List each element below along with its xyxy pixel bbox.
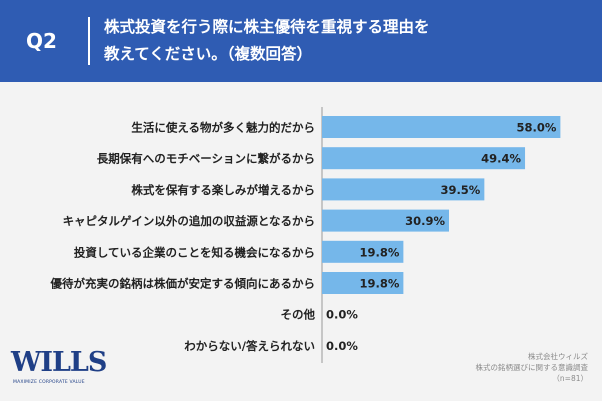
bar — [322, 178, 485, 201]
value-label: 49.4% — [481, 152, 521, 166]
value-label: 0.0% — [326, 308, 358, 322]
value-label: 30.9% — [405, 214, 445, 228]
bar-chart: 生活に使える物が多く魅力的だから 58.0% 長期保有へのモチベーションに繋がるから… — [50, 107, 561, 363]
header-divider — [88, 17, 90, 65]
category-label: キャピタルゲイン以外の追加の収益源となるから — [63, 214, 315, 228]
bar — [322, 147, 526, 170]
wills-logo: WILLS MAXIMIZE CORPORATE VALUE — [11, 347, 107, 389]
logo-text: WILLS — [11, 347, 107, 378]
header-banner: Q2 株式投資を行う際に株主優待を重視する理由を 教えてください。（複数回答） — [0, 0, 602, 82]
value-label: 19.8% — [359, 277, 399, 291]
source-company: 株式会社ウィルズ — [528, 352, 588, 361]
bar — [322, 116, 561, 138]
category-label: 株式を保有する楽しみが増えるから — [131, 183, 315, 197]
value-label: 0.0% — [326, 339, 358, 353]
category-label: 投資している企業のことを知る機会になるから — [74, 245, 315, 259]
source-note: 株式会社ウィルズ 株式の銘柄選びに関する意識調査 （n=81） — [388, 351, 589, 384]
value-label: 58.0% — [516, 121, 556, 135]
question-title-line-1: 株式投資を行う際に株主優待を重視する理由を — [104, 18, 430, 36]
category-label: 生活に使える物が多く魅力的だから — [131, 121, 315, 135]
question-title: 株式投資を行う際に株主優待を重視する理由を 教えてください。（複数回答） — [104, 14, 584, 68]
source-sample-size: （n=81） — [552, 374, 588, 383]
source-survey: 株式の銘柄選びに関する意識調査 — [475, 363, 589, 372]
logo-tagline: MAXIMIZE CORPORATE VALUE — [13, 380, 85, 385]
category-label: 長期保有へのモチベーションに繋がるから — [97, 152, 315, 166]
question-title-line-2: 教えてください。（複数回答） — [104, 45, 313, 63]
category-label: 優待が充実の銘柄は株価が安定する傾向にあるから — [50, 277, 316, 291]
question-number: Q2 — [26, 29, 57, 53]
category-label: その他 — [281, 308, 316, 322]
bar — [322, 240, 404, 263]
bar — [322, 272, 404, 294]
bar — [322, 209, 449, 232]
category-label: わからない/答えられない — [184, 339, 315, 353]
value-label: 19.8% — [359, 245, 399, 259]
value-label: 39.5% — [440, 183, 480, 197]
